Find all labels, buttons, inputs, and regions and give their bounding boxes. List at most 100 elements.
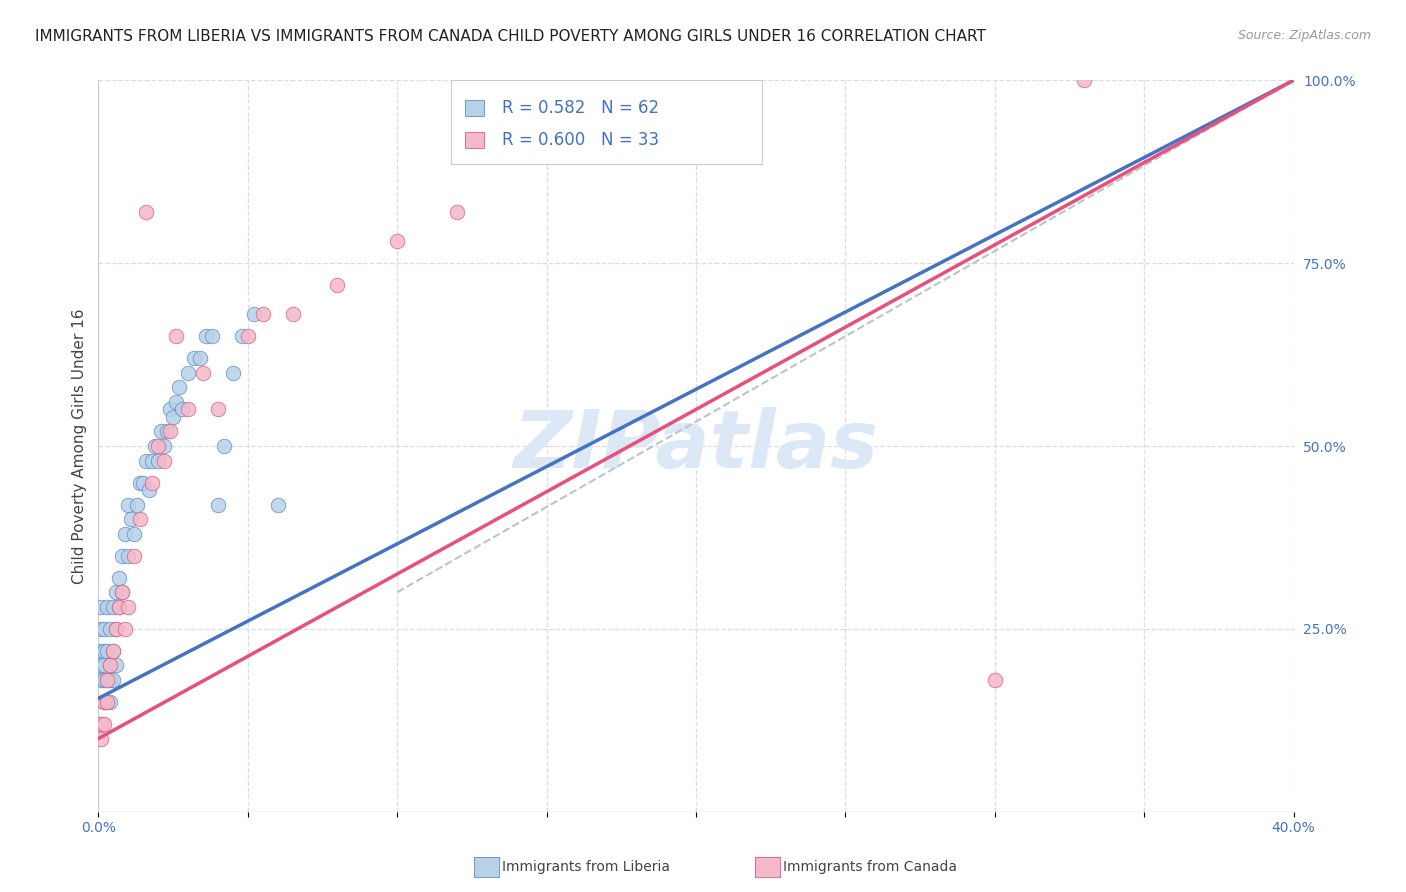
Point xyxy=(124,549,146,563)
Point xyxy=(96,673,118,687)
Text: Immigrants from Liberia: Immigrants from Liberia xyxy=(502,860,669,874)
Point xyxy=(135,205,157,219)
Point xyxy=(103,599,125,614)
Point xyxy=(93,622,115,636)
Point xyxy=(267,498,290,512)
Point xyxy=(117,498,139,512)
Point xyxy=(156,425,179,439)
Point xyxy=(93,644,115,658)
Text: ZIPatlas: ZIPatlas xyxy=(513,407,879,485)
Point xyxy=(236,329,259,343)
Point xyxy=(93,695,115,709)
Point xyxy=(207,498,229,512)
Point xyxy=(90,717,112,731)
Point xyxy=(129,512,152,526)
Point xyxy=(212,439,235,453)
Text: Immigrants from Canada: Immigrants from Canada xyxy=(783,860,957,874)
Point xyxy=(565,110,588,124)
Y-axis label: Child Poverty Among Girls Under 16: Child Poverty Among Girls Under 16 xyxy=(72,309,87,583)
Text: IMMIGRANTS FROM LIBERIA VS IMMIGRANTS FROM CANADA CHILD POVERTY AMONG GIRLS UNDE: IMMIGRANTS FROM LIBERIA VS IMMIGRANTS FR… xyxy=(35,29,986,45)
Point xyxy=(111,585,134,599)
Point xyxy=(108,571,131,585)
Point xyxy=(96,673,118,687)
Point xyxy=(984,673,1007,687)
Point xyxy=(93,717,115,731)
Point xyxy=(105,622,128,636)
Point xyxy=(127,498,149,512)
Point xyxy=(90,731,112,746)
Point xyxy=(90,673,112,687)
Point xyxy=(685,73,707,87)
Point xyxy=(90,658,112,673)
Point xyxy=(117,549,139,563)
Point xyxy=(93,673,115,687)
Point xyxy=(93,695,115,709)
Point xyxy=(195,329,218,343)
Point xyxy=(207,402,229,417)
Point xyxy=(1073,73,1095,87)
Point xyxy=(114,622,136,636)
Point xyxy=(231,329,253,343)
Point xyxy=(385,234,409,248)
Point xyxy=(162,409,184,424)
Point xyxy=(98,673,122,687)
Point xyxy=(177,402,200,417)
Point xyxy=(98,658,122,673)
Point xyxy=(252,307,274,321)
Point xyxy=(90,644,112,658)
Point xyxy=(105,658,128,673)
Point xyxy=(96,695,118,709)
Text: R = 0.600   N = 33: R = 0.600 N = 33 xyxy=(502,131,659,149)
Point xyxy=(177,366,200,380)
Point xyxy=(148,453,170,467)
Point xyxy=(222,366,245,380)
Point xyxy=(90,622,112,636)
Point xyxy=(93,658,115,673)
FancyBboxPatch shape xyxy=(465,132,484,148)
Point xyxy=(183,351,205,366)
Point xyxy=(159,425,181,439)
FancyBboxPatch shape xyxy=(451,80,762,164)
Point xyxy=(135,453,157,467)
Point xyxy=(114,526,136,541)
Point xyxy=(98,658,122,673)
Point xyxy=(201,329,224,343)
Point xyxy=(98,695,122,709)
Point xyxy=(143,439,166,453)
Point xyxy=(148,439,170,453)
Point xyxy=(105,585,128,599)
FancyBboxPatch shape xyxy=(465,100,484,116)
Point xyxy=(90,599,112,614)
Point xyxy=(141,453,163,467)
Point xyxy=(103,644,125,658)
Point xyxy=(96,644,118,658)
Point xyxy=(326,278,349,293)
Point xyxy=(150,425,173,439)
Point xyxy=(96,695,118,709)
Point xyxy=(165,329,187,343)
Point xyxy=(281,307,304,321)
Point xyxy=(172,402,194,417)
Point xyxy=(565,146,588,161)
Point xyxy=(103,673,125,687)
Point xyxy=(98,622,122,636)
Point xyxy=(96,599,118,614)
Text: R = 0.582   N = 62: R = 0.582 N = 62 xyxy=(502,99,659,117)
Point xyxy=(108,599,131,614)
Point xyxy=(105,622,128,636)
Point xyxy=(167,380,190,394)
Point xyxy=(153,439,176,453)
Point xyxy=(138,483,160,497)
Point xyxy=(165,395,187,409)
Point xyxy=(111,549,134,563)
Point xyxy=(243,307,266,321)
Point xyxy=(111,585,134,599)
Point xyxy=(129,475,152,490)
Text: Source: ZipAtlas.com: Source: ZipAtlas.com xyxy=(1237,29,1371,43)
Point xyxy=(191,366,214,380)
Point xyxy=(103,644,125,658)
Point xyxy=(124,526,146,541)
Point xyxy=(153,453,176,467)
Point xyxy=(132,475,155,490)
Point xyxy=(159,402,181,417)
